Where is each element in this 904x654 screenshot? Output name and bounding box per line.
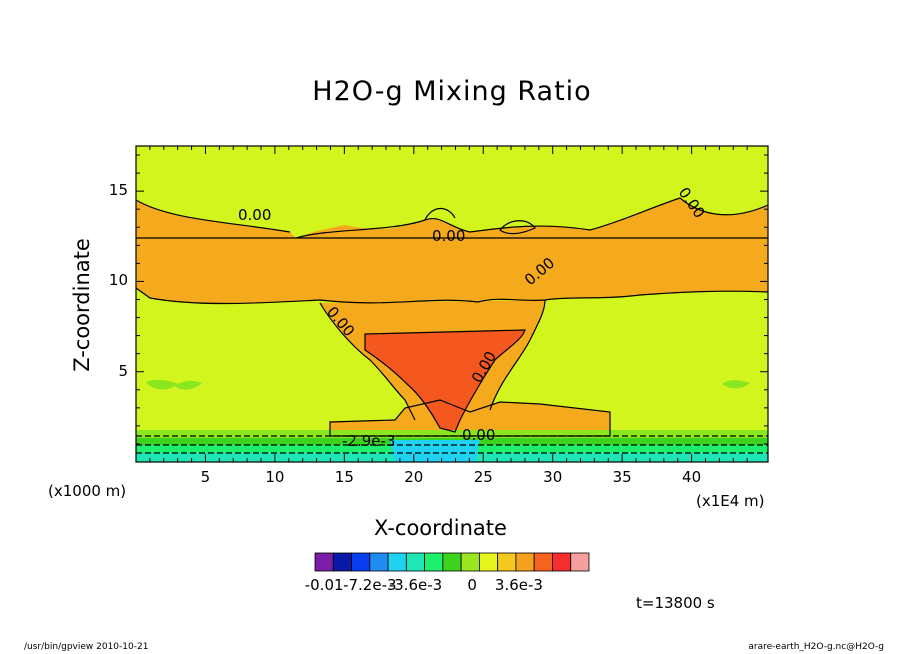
- contour-label-7: 0.00: [462, 426, 495, 444]
- contour-line-small-2: [499, 220, 536, 235]
- axis-ticks: [136, 146, 768, 462]
- time-label: t=13800 s: [636, 594, 715, 612]
- contour-label-1: 0.00: [432, 227, 465, 245]
- contour-line-core: [364, 329, 526, 433]
- colorbar-swatch-8: [460, 552, 480, 572]
- colorbar-label-0: -0.01: [304, 576, 344, 594]
- colorbar-swatch-2: [351, 552, 371, 572]
- colorbar-swatch-5: [405, 552, 426, 572]
- colorbar-swatch-1: [332, 552, 352, 572]
- y-tick-label-2: 15: [108, 181, 128, 200]
- x-tick-label-0: 5: [200, 468, 211, 486]
- x-tick-label-3: 20: [404, 468, 424, 486]
- y-tick-label-0: 5: [118, 361, 128, 380]
- chart-title: H2O-g Mixing Ratio: [312, 76, 592, 107]
- colorbar-label-1: -7.2e-3: [343, 576, 397, 594]
- colorbar-swatch-9: [478, 552, 499, 572]
- contour-line-plume: [319, 299, 546, 421]
- colorbar-swatch-0: [314, 552, 334, 572]
- colorbar-label-4: 3.6e-3: [494, 576, 543, 594]
- field-left-blob: [146, 379, 202, 390]
- field-redorange-core: [365, 330, 525, 432]
- colorbar-swatch-12: [533, 552, 553, 572]
- x-tick-label-4: 25: [473, 468, 493, 486]
- x-axis-title: X-coordinate: [374, 516, 507, 540]
- x-tick-label-5: 30: [543, 468, 563, 486]
- x-tick-label-1: 10: [265, 468, 285, 486]
- x-tick-label-6: 35: [612, 468, 632, 486]
- contour-label-6: -2.9e-3: [342, 432, 395, 450]
- colorbar-swatch-11: [515, 552, 535, 572]
- colorbar-label-3: 0: [467, 576, 477, 594]
- footer-left: /usr/bin/gpview 2010-10-21: [24, 642, 149, 652]
- contour-line-lower: [135, 287, 769, 305]
- x-tick-label-2: 15: [334, 468, 354, 486]
- colorbar-label-2: -3.6e-3: [388, 576, 443, 594]
- colorbar-swatch-6: [424, 552, 444, 572]
- field-orange-slab: [330, 400, 610, 436]
- field-blue-patch: [390, 440, 480, 462]
- colorbar-swatch-14: [570, 552, 590, 572]
- contour-label-0: 0.00: [238, 206, 271, 224]
- contour-line-small-1: [424, 207, 456, 221]
- plot-area: 0.00 0.00 0.00 0.00 0.00 0.00 -2.9e-3 0.…: [135, 145, 769, 463]
- colorbar-swatch-3: [369, 552, 389, 572]
- x-tick-label-7: 40: [682, 468, 702, 486]
- x-unit-right: (x1E4 m): [696, 492, 765, 510]
- x-unit-left: (x1000 m): [48, 482, 127, 500]
- colorbar-swatch-10: [497, 552, 517, 572]
- colorbar-swatch-7: [442, 552, 462, 572]
- colorbar-swatch-4: [387, 552, 407, 572]
- y-tick-label-1: 10: [108, 271, 128, 290]
- contour-lines: [135, 197, 769, 454]
- footer-right: arare-earth_H2O-g.nc@H2O-g: [748, 642, 884, 652]
- field-right-blob: [722, 380, 750, 389]
- y-axis-title: Z-coordinate: [70, 238, 94, 372]
- colorbar: [314, 552, 590, 572]
- field-green-layer: [136, 430, 768, 440]
- plot-frame: [135, 145, 769, 463]
- colorbar-swatch-13: [552, 552, 572, 572]
- contour-line-upper: [135, 197, 769, 239]
